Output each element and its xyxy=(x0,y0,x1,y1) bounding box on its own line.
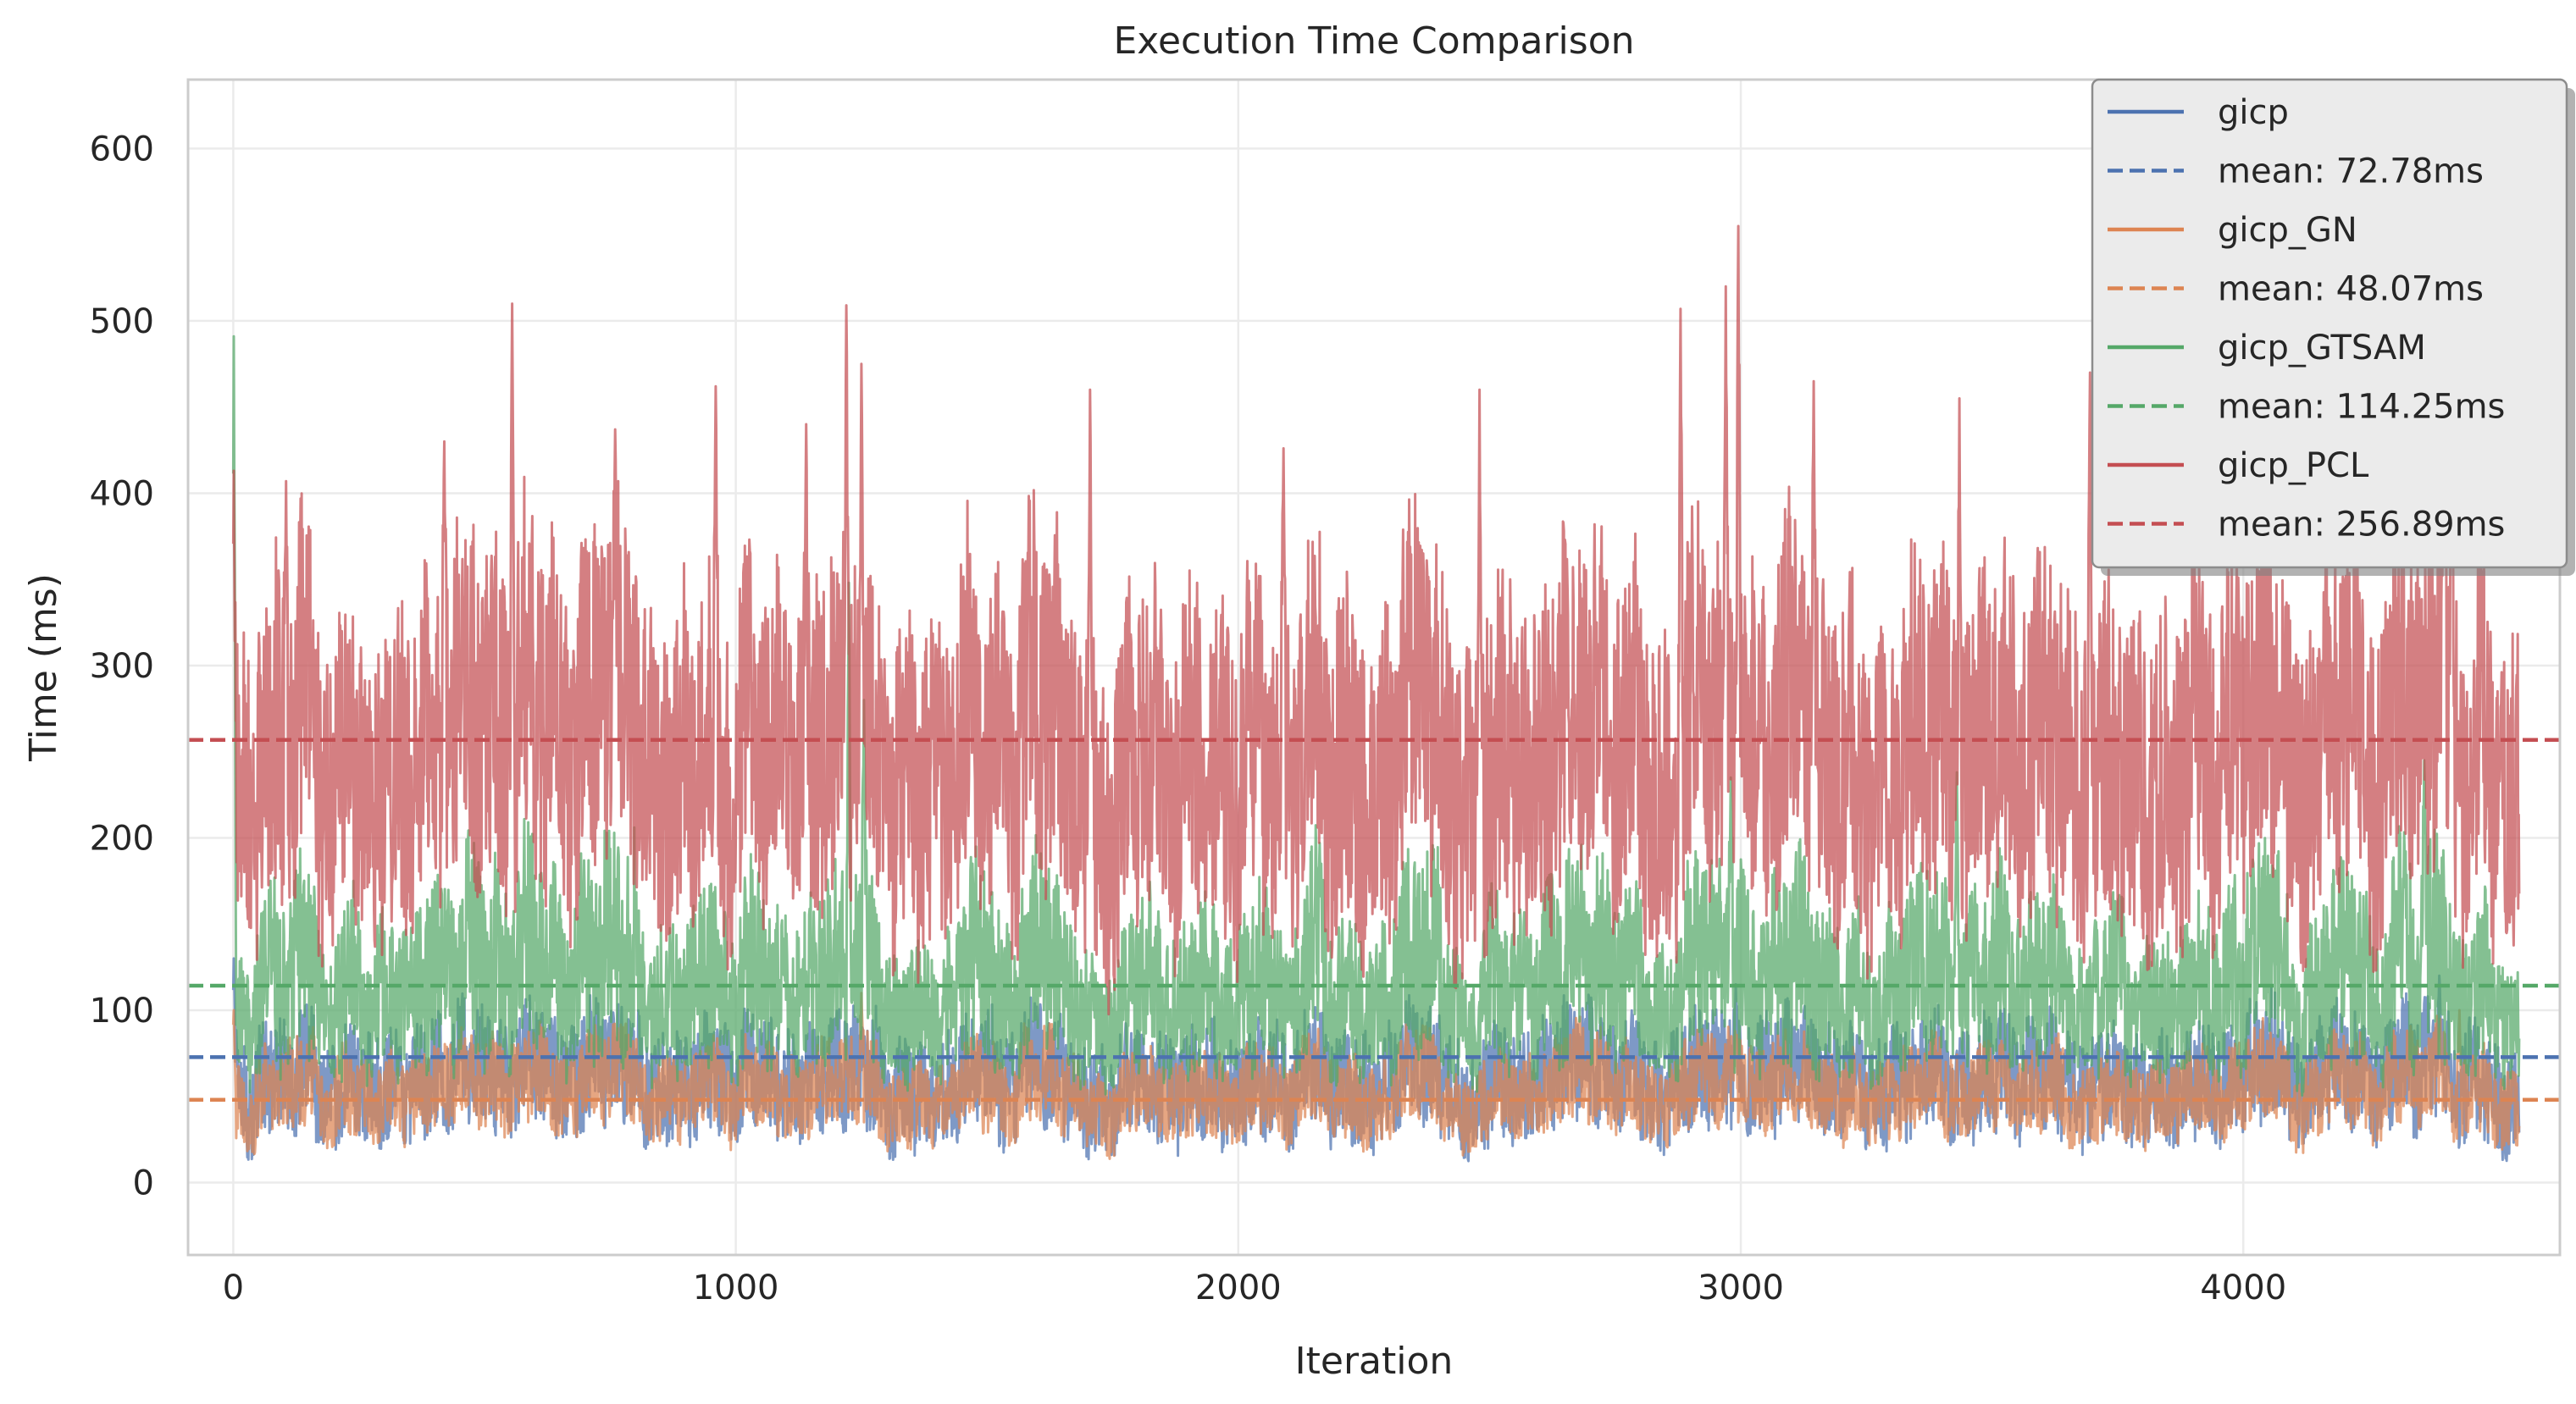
legend-label: mean: 72.78ms xyxy=(2218,152,2484,191)
legend: gicp mean: 72.78ms gicp_GN mean: 48.07ms gic… xyxy=(2091,78,2575,576)
legend-label: mean: 48.07ms xyxy=(2218,270,2484,309)
x-tick-label: 3000 xyxy=(1698,1269,1784,1307)
y-tick-label: 300 xyxy=(90,647,154,686)
x-tick-label: 0 xyxy=(223,1269,244,1307)
series-line-gicp_GN xyxy=(231,992,2521,1160)
y-tick-label: 400 xyxy=(90,474,154,513)
y-tick-label: 0 xyxy=(133,1164,154,1203)
x-axis-label: Iteration xyxy=(1295,1340,1454,1383)
legend-label: gicp_PCL xyxy=(2218,446,2369,485)
series-line-gicp_PCL xyxy=(231,190,2521,1016)
legend-label: gicp xyxy=(2218,93,2289,132)
chart-title: Execution Time Comparison xyxy=(1113,19,1634,63)
y-tick-label: 500 xyxy=(90,302,154,341)
y-tick-label: 200 xyxy=(90,819,154,858)
y-axis-ticks: 0 100 200 300 400 500 600 xyxy=(90,130,154,1202)
legend-label: mean: 114.25ms xyxy=(2218,388,2505,427)
legend-label: gicp_GTSAM xyxy=(2218,329,2426,368)
legend-label: mean: 256.89ms xyxy=(2218,506,2505,544)
x-tick-label: 1000 xyxy=(693,1269,779,1307)
x-tick-label: 2000 xyxy=(1195,1269,1282,1307)
series-layer xyxy=(231,190,2521,1163)
plot-frame xyxy=(186,78,2562,1257)
y-tick-label: 100 xyxy=(90,992,154,1031)
x-axis-ticks: 0 1000 2000 3000 4000 xyxy=(223,1269,2287,1307)
y-tick-label: 600 xyxy=(90,130,154,169)
legend-label: gicp_GN xyxy=(2218,211,2357,250)
y-axis-label: Time (ms) xyxy=(22,573,65,762)
series-line-gicp_GTSAM xyxy=(231,334,2521,1097)
legend-box xyxy=(2091,78,2568,569)
x-tick-label: 4000 xyxy=(2200,1269,2286,1307)
